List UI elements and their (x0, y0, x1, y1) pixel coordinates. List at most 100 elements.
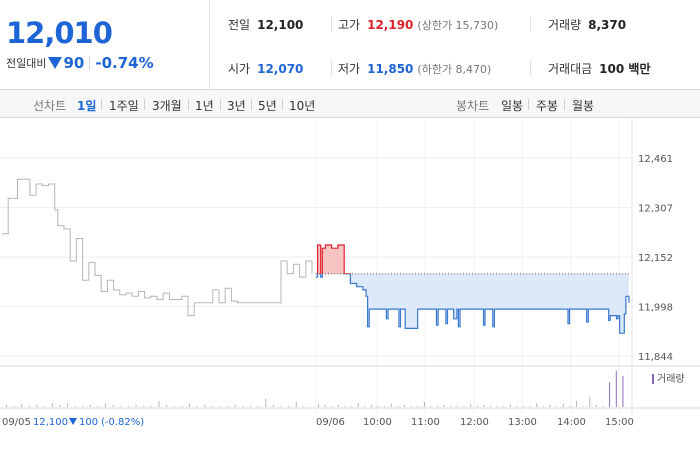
volume-bar (529, 406, 531, 407)
divider (144, 99, 145, 110)
change-row: 전일대비 90 -0.74% (6, 54, 154, 72)
volume-bar (351, 406, 353, 407)
volume-bar (158, 400, 160, 407)
volume-bar (331, 406, 333, 407)
volume-bar (503, 406, 505, 407)
volume-bar (280, 406, 282, 407)
change-percent: -0.74% (95, 54, 154, 72)
volume-bar (67, 403, 68, 407)
intraday-price-chart[interactable]: 12,461 12,307 12,152 11,998 11,844 09/06 10:0… (0, 119, 700, 450)
divider (282, 99, 283, 110)
divider (564, 99, 565, 110)
volume-bar (589, 396, 591, 407)
volume-bar (82, 406, 84, 407)
volume-bar (250, 406, 251, 407)
chart-period-toolbar: 선차트 1일 1주일 3개월 1년 3년 5년 10년 봉차트 일봉 주봉 월봉 (0, 90, 700, 118)
volume-bars (6, 371, 624, 407)
period-1w[interactable]: 1주일 (109, 99, 139, 113)
high-value: 12,190 (367, 18, 414, 32)
price-series (2, 178, 631, 334)
volume-bar (543, 406, 544, 407)
divider (251, 99, 252, 110)
divider (188, 99, 189, 110)
volume-bar (430, 406, 432, 407)
open-stat: 시가 12,070 (228, 60, 303, 77)
down-triangle-icon (48, 57, 63, 69)
divider (331, 61, 332, 75)
volume-bar (44, 406, 46, 407)
prev-close-value: 12,100 (257, 18, 304, 32)
volume-bar (609, 382, 611, 407)
volume-bar (622, 376, 624, 407)
volume-bar (219, 406, 221, 407)
period-weekly-candle[interactable]: 주봉 (536, 99, 559, 113)
volume-bar (272, 404, 274, 407)
volume-bar (120, 406, 122, 407)
high-label: 고가 (338, 18, 361, 32)
chart-footer: 09/05 12,100 100 (-0.82%) (2, 417, 144, 428)
prev-day-close: 12,100 (33, 417, 68, 428)
period-3m[interactable]: 3개월 (152, 99, 182, 113)
volume-bar (483, 404, 485, 407)
line-chart-label: 선차트 (33, 99, 67, 113)
y-tick-label: 12,461 (638, 154, 673, 165)
volume-bar (576, 400, 578, 407)
x-tick-label: 09/06 (316, 417, 345, 428)
period-10y[interactable]: 10년 (289, 99, 316, 113)
volume-bar (74, 406, 76, 407)
volume-bar (536, 402, 538, 407)
volume-bar (337, 404, 339, 407)
volume-bar (21, 403, 23, 407)
period-1y[interactable]: 1년 (195, 99, 214, 113)
trade-amount-stat: 거래대금 100 백만 (548, 60, 650, 77)
upper-limit: (상한가 15,730) (417, 19, 499, 32)
open-value: 12,070 (257, 62, 304, 76)
volume-legend: 거래량 (652, 373, 685, 385)
current-price: 12,010 (6, 16, 113, 50)
volume-label: 거래량 (548, 18, 582, 32)
divider (220, 99, 221, 110)
volume-bar (423, 401, 425, 407)
volume-bar (257, 406, 259, 407)
above-reference-fill (317, 245, 351, 274)
y-axis: 12,461 12,307 12,152 11,998 11,844 (638, 154, 673, 363)
period-3y[interactable]: 3년 (227, 99, 246, 113)
prev-day-change: 100 (79, 417, 98, 428)
volume-bar (562, 403, 564, 407)
volume-bar (457, 406, 458, 407)
volume-bar (463, 406, 465, 407)
volume-bar (51, 402, 53, 407)
x-tick-label: 14:00 (557, 417, 586, 428)
period-daily-candle[interactable]: 일봉 (501, 99, 524, 113)
volume-bar (295, 401, 297, 407)
volume-bar (417, 406, 419, 407)
volume-bar (166, 404, 168, 407)
volume-bar (150, 406, 152, 407)
change-amount: 90 (63, 54, 85, 72)
period-monthly-candle[interactable]: 월봉 (572, 99, 595, 113)
volume-bar (211, 406, 213, 407)
volume-bar (582, 406, 584, 407)
volume-bar (549, 404, 551, 407)
volume-bar (450, 406, 452, 407)
divider (528, 99, 529, 110)
volume-bar (143, 406, 145, 407)
period-1d[interactable]: 1일 (77, 99, 97, 113)
period-5y[interactable]: 5년 (258, 99, 277, 113)
volume-bar (523, 406, 525, 407)
x-tick-label: 15:00 (605, 417, 634, 428)
x-tick-label: 10:00 (363, 417, 392, 428)
volume-legend-label: 거래량 (657, 373, 685, 385)
divider (89, 56, 91, 70)
trade-amount-label: 거래대금 (548, 62, 593, 76)
volume-bar (135, 404, 137, 407)
x-tick-label: 11:00 (411, 417, 440, 428)
volume-bar (288, 406, 290, 407)
below-reference-fill (316, 273, 629, 334)
open-label: 시가 (228, 62, 251, 76)
volume-bar (509, 404, 511, 407)
volume-bar (97, 406, 99, 407)
volume-stat: 거래량 8,370 (548, 16, 626, 33)
volume-bar (476, 406, 478, 407)
volume-bar (128, 406, 129, 407)
